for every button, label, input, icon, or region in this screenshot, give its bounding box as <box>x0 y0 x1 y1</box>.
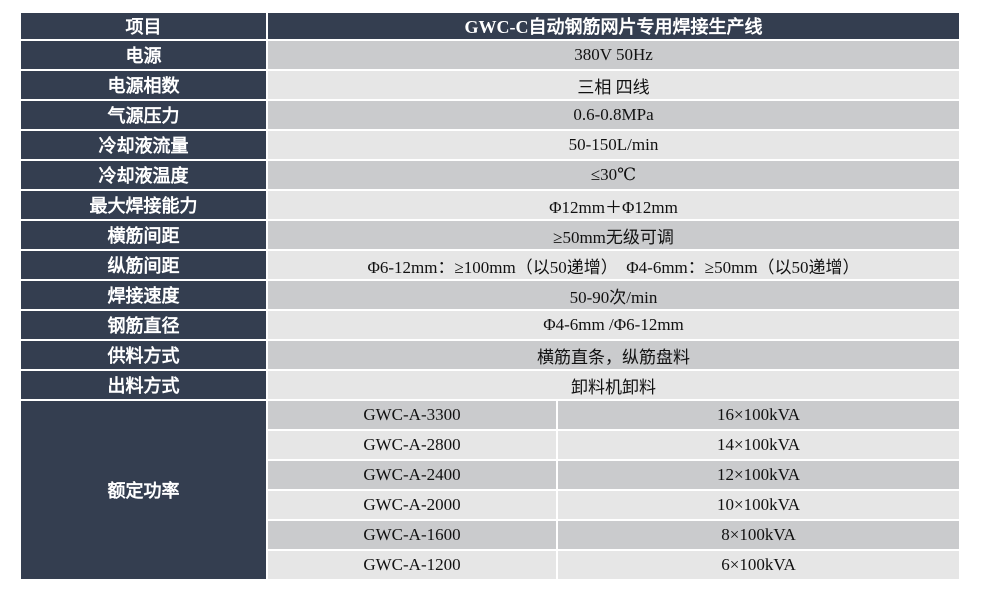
header-product: GWC-C自动钢筋网片专用焊接生产线 <box>266 11 961 41</box>
row-value: Φ6-12mm：≥100mm（以50递增） Φ4-6mm：≥50mm（以50递增… <box>266 249 961 281</box>
power-cell: 8×100kVA <box>556 519 961 551</box>
row-value: 50-150L/min <box>266 129 961 161</box>
spec-table: 项目 GWC-C自动钢筋网片专用焊接生产线 电源 380V 50Hz 电源相数 三相 … <box>19 11 961 581</box>
power-cell: 6×100kVA <box>556 549 961 581</box>
power-row: GWC-A-1200 6×100kVA <box>20 549 961 581</box>
row-value: ≤30℃ <box>266 159 961 191</box>
table-row: 气源压力 0.6-0.8MPa <box>19 99 961 131</box>
table-row: 出料方式 卸料机卸料 <box>19 369 961 401</box>
table-row: 纵筋间距 Φ6-12mm：≥100mm（以50递增） Φ4-6mm：≥50mm（以… <box>19 249 961 281</box>
power-cell: 10×100kVA <box>556 489 961 521</box>
row-label: 电源相数 <box>19 69 268 101</box>
model-cell: GWC-A-2800 <box>266 429 558 461</box>
row-label: 冷却液流量 <box>19 129 268 161</box>
table-row: 电源相数 三相 四线 <box>19 69 961 101</box>
header-item: 项目 <box>19 11 268 41</box>
model-cell: GWC-A-1200 <box>266 549 558 581</box>
row-value: 三相 四线 <box>266 69 961 101</box>
table-row: 最大焊接能力 Φ12mm＋Φ12mm <box>19 189 961 221</box>
table-row: 焊接速度 50-90次/min <box>19 279 961 311</box>
row-value: Φ12mm＋Φ12mm <box>266 189 961 221</box>
table-header: 项目 GWC-C自动钢筋网片专用焊接生产线 <box>19 11 961 41</box>
row-value: 0.6-0.8MPa <box>266 99 961 131</box>
row-label: 供料方式 <box>19 339 268 371</box>
model-cell: GWC-A-1600 <box>266 519 558 551</box>
model-cell: GWC-A-3300 <box>266 399 558 431</box>
row-value: 卸料机卸料 <box>266 369 961 401</box>
row-label: 纵筋间距 <box>19 249 268 281</box>
power-cell: 14×100kVA <box>556 429 961 461</box>
row-label: 电源 <box>19 39 268 71</box>
power-row: GWC-A-1600 8×100kVA <box>20 519 961 551</box>
table-row: 冷却液温度 ≤30℃ <box>19 159 961 191</box>
row-label: 焊接速度 <box>19 279 268 311</box>
model-cell: GWC-A-2400 <box>266 459 558 491</box>
power-label: 额定功率 <box>19 399 268 581</box>
row-label: 钢筋直径 <box>19 309 268 341</box>
row-label: 最大焊接能力 <box>19 189 268 221</box>
row-label: 出料方式 <box>19 369 268 401</box>
power-row: GWC-A-2000 10×100kVA <box>20 489 961 521</box>
table-row: 电源 380V 50Hz <box>19 39 961 71</box>
row-value: ≥50mm无级可调 <box>266 219 961 251</box>
row-value: 380V 50Hz <box>266 39 961 71</box>
power-row: 额定功率 GWC-A-3300 16×100kVA <box>19 399 961 581</box>
power-row: GWC-A-2800 14×100kVA <box>20 429 961 461</box>
row-label: 气源压力 <box>19 99 268 131</box>
model-cell: GWC-A-2000 <box>266 489 558 521</box>
row-value: Φ4-6mm /Φ6-12mm <box>266 309 961 341</box>
row-label: 横筋间距 <box>19 219 268 251</box>
power-cell: 12×100kVA <box>556 459 961 491</box>
row-label: 冷却液温度 <box>19 159 268 191</box>
power-row: GWC-A-2400 12×100kVA <box>20 459 961 491</box>
power-cell: 16×100kVA <box>556 399 961 431</box>
table-row: 供料方式 横筋直条，纵筋盘料 <box>19 339 961 371</box>
table-row: 冷却液流量 50-150L/min <box>19 129 961 161</box>
row-value: 50-90次/min <box>266 279 961 311</box>
row-value: 横筋直条，纵筋盘料 <box>266 339 961 371</box>
table-row: 横筋间距 ≥50mm无级可调 <box>19 219 961 251</box>
table-row: 钢筋直径 Φ4-6mm /Φ6-12mm <box>19 309 961 341</box>
